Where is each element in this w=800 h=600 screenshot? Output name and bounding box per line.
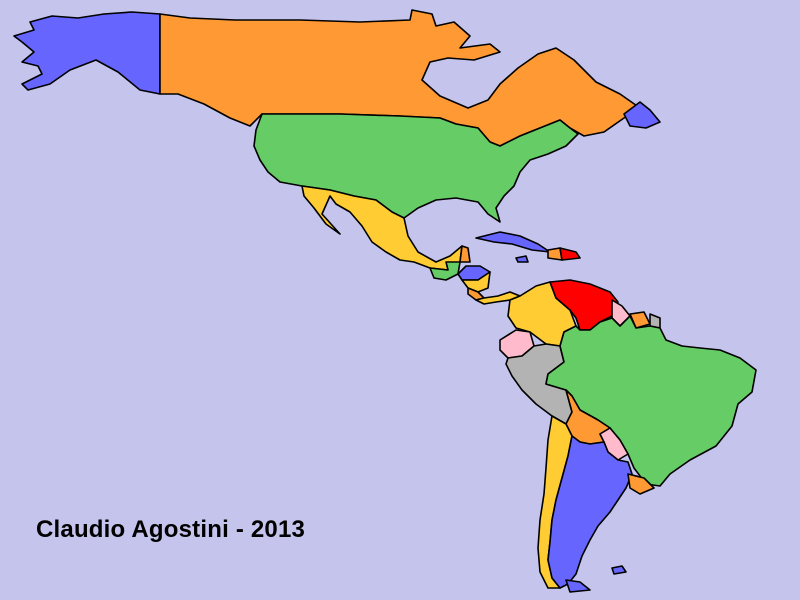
region-jamaica <box>515 255 529 263</box>
region-guatemala <box>429 261 461 281</box>
region-cuba <box>475 231 551 253</box>
region-alaska <box>13 11 161 95</box>
region-argentina <box>547 435 633 589</box>
region-belize <box>459 245 471 263</box>
region-tierra-del-fuego <box>565 579 591 593</box>
region-greenland-fragment <box>623 101 661 129</box>
region-falklands <box>611 565 627 575</box>
region-mexico <box>301 185 463 271</box>
region-dominican-republic <box>559 247 581 261</box>
region-uruguay <box>627 473 655 495</box>
author-credit: Claudio Agostini - 2013 <box>36 516 306 543</box>
